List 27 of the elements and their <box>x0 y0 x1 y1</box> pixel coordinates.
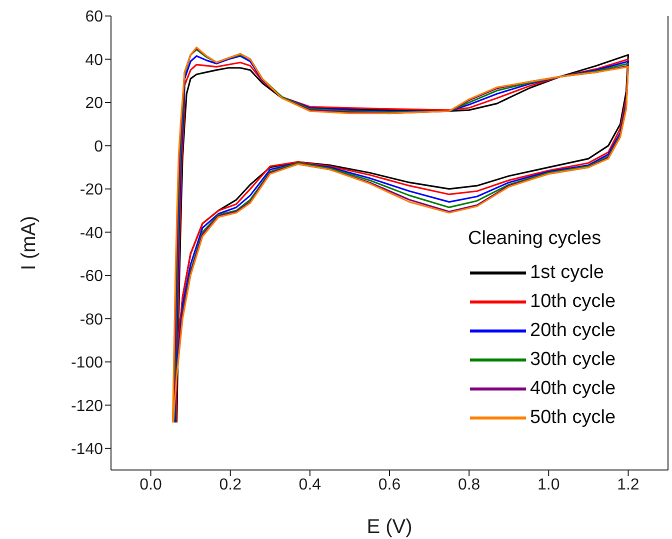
y-axis-title: I (mA) <box>18 216 40 270</box>
x-tick-label: 1.2 <box>617 476 640 494</box>
y-tick-label: 0 <box>94 138 104 156</box>
y-tick-label: 40 <box>85 52 104 69</box>
x-tick-label: 0.0 <box>140 476 162 494</box>
y-tick-label: -40 <box>80 224 104 242</box>
legend-label: 50th cycle <box>530 406 616 428</box>
x-tick-label: 0.4 <box>298 476 322 494</box>
legend-label: 10th cycle <box>530 290 616 312</box>
y-tick-label: 60 <box>85 8 104 26</box>
legend-label: 1st cycle <box>530 262 604 284</box>
y-tick-label: -80 <box>80 311 104 328</box>
y-tick-label: -60 <box>80 268 104 286</box>
x-tick-label: 0.6 <box>378 476 401 494</box>
y-tick-label: -20 <box>80 182 104 199</box>
x-tick-label: 0.8 <box>458 476 480 494</box>
y-tick-label: -140 <box>70 441 104 458</box>
y-tick-label: -100 <box>70 354 104 372</box>
x-tick-label: 0.2 <box>219 476 242 494</box>
x-tick-label: 1.0 <box>538 476 560 494</box>
legend-label: 30th cycle <box>530 348 616 370</box>
x-axis-title: E (V) <box>366 516 412 538</box>
legend-title: Cleaning cycles <box>468 228 602 250</box>
y-tick-label: -120 <box>70 398 104 415</box>
legend-label: 40th cycle <box>530 378 616 400</box>
legend-label: 20th cycle <box>530 320 616 342</box>
y-tick-label: 20 <box>85 95 104 112</box>
